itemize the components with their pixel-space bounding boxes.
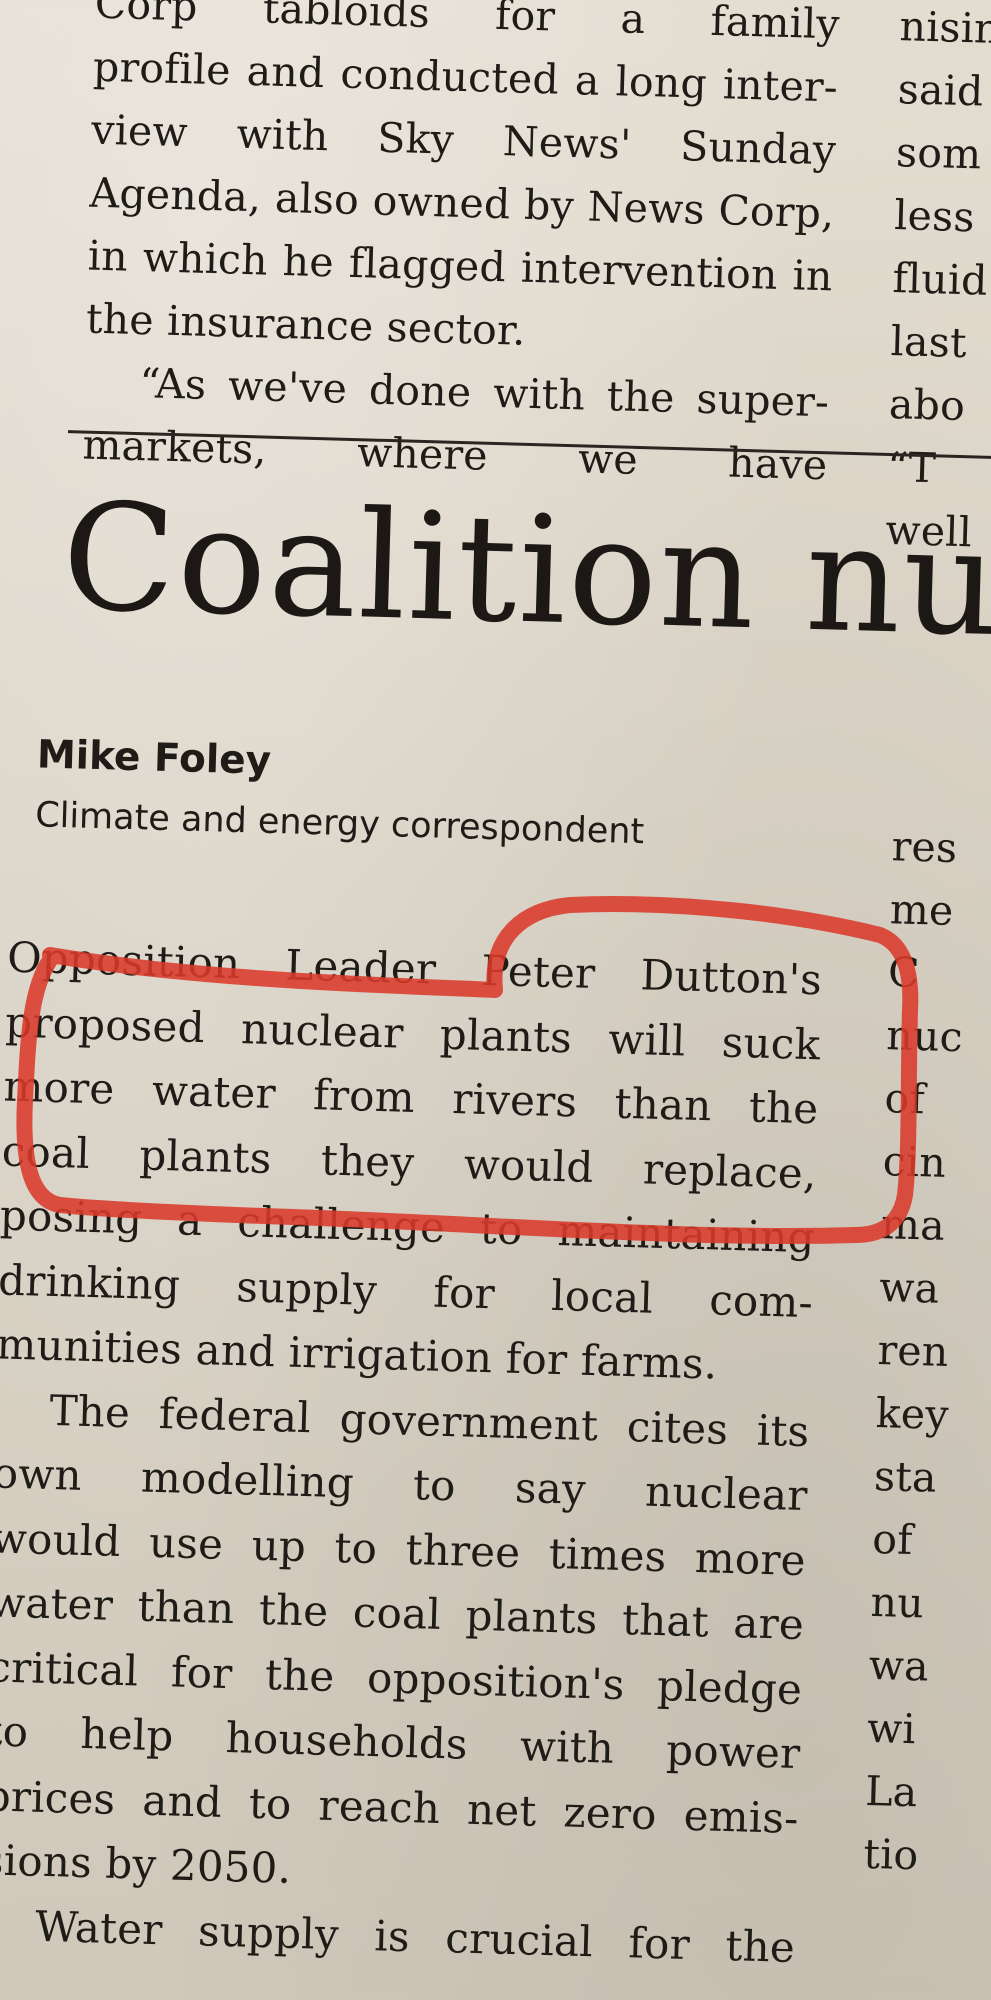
text-line: less [893, 191, 976, 242]
text-line: ma [880, 1200, 946, 1250]
text-line: wi [866, 1703, 917, 1754]
text-line: said [897, 65, 985, 116]
text-line: res [891, 822, 958, 873]
text-line: nisin [898, 2, 991, 53]
text-line: C [887, 948, 921, 998]
text-line: fluid [891, 254, 989, 305]
text-line: cin [882, 1137, 947, 1187]
byline-author: Mike Foley [36, 732, 272, 784]
text-line: of [884, 1074, 926, 1124]
text-line: “T [886, 442, 937, 493]
text-line: wa [878, 1263, 941, 1313]
text-line: last [890, 317, 968, 368]
text-line: nuc [885, 1011, 964, 1062]
text-line: abo [888, 379, 966, 431]
previous-article-left-column: Corp tabloids for a family profile and c… [82, 0, 841, 497]
text-line: key [875, 1389, 950, 1440]
previous-article-right-column: nisin said som less fluid last abo “T we… [885, 0, 991, 565]
text-line: tio [862, 1829, 920, 1880]
article-body-right-column: res me C nuc of cin ma wa ren key sta of… [863, 815, 991, 1889]
text-line: La [864, 1766, 919, 1817]
text-line: som [895, 128, 982, 179]
article-body-left-column: Opposition Leader Peter Dutton's propose… [0, 926, 823, 1980]
text-line: sta [873, 1451, 938, 1502]
text-line: of [871, 1514, 914, 1565]
byline-role: Climate and energy correspondent [34, 795, 645, 853]
text-line: me [889, 885, 955, 935]
text-line: ren [876, 1326, 950, 1377]
article-headline: Coalition nu [60, 470, 991, 670]
text-line: wa [868, 1640, 930, 1691]
text-line: nu [869, 1577, 925, 1628]
